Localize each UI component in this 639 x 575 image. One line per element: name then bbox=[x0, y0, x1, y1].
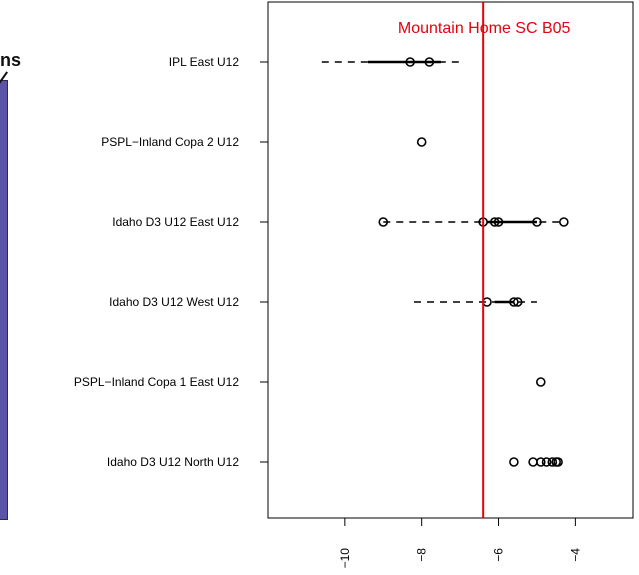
data-point bbox=[547, 457, 558, 467]
series-group bbox=[378, 217, 569, 227]
x-tick-label: −10 bbox=[338, 548, 352, 569]
x-tick-label: −4 bbox=[568, 548, 582, 562]
plot-frame bbox=[267, 1, 634, 519]
category-label: Idaho D3 U12 East U12 bbox=[112, 215, 239, 229]
series-group bbox=[321, 57, 464, 67]
left-fragment-text: ns bbox=[0, 50, 22, 70]
data-point bbox=[509, 457, 519, 467]
series-group bbox=[535, 377, 546, 387]
data-point bbox=[416, 137, 427, 147]
data-point bbox=[489, 217, 500, 227]
data-point bbox=[559, 217, 569, 227]
x-axis: −10 −8 −6 −4 bbox=[338, 518, 582, 569]
data-point bbox=[512, 297, 523, 307]
category-label: Idaho D3 U12 North U12 bbox=[107, 455, 239, 469]
plot-border bbox=[267, 1, 634, 519]
x-tick-label: −8 bbox=[415, 548, 429, 562]
series-group bbox=[414, 297, 537, 307]
category-label: PSPL−Inland Copa 2 U12 bbox=[101, 135, 239, 149]
data-point bbox=[405, 57, 415, 67]
series-group bbox=[509, 457, 563, 467]
data-point bbox=[541, 457, 552, 467]
category-label: PSPL−Inland Copa 1 East U12 bbox=[74, 375, 239, 389]
data-point bbox=[378, 217, 389, 227]
data-point bbox=[532, 217, 542, 227]
data-point bbox=[553, 457, 563, 467]
data-point bbox=[535, 377, 546, 387]
data-point bbox=[528, 457, 538, 467]
chart-title: Mountain Home SC B05 bbox=[398, 20, 571, 37]
reference-layer: Mountain Home SC B05 bbox=[398, 2, 571, 518]
data-point bbox=[493, 217, 504, 227]
left-panel-fragment bbox=[0, 80, 8, 520]
data-point bbox=[509, 297, 519, 307]
data-point bbox=[535, 457, 546, 467]
category-label: Idaho D3 U12 West U12 bbox=[109, 295, 239, 309]
series-group bbox=[416, 137, 427, 147]
data-point bbox=[424, 57, 435, 67]
series-layer bbox=[321, 57, 569, 467]
x-tick-label: −6 bbox=[492, 548, 506, 562]
category-label: IPL East U12 bbox=[169, 55, 240, 69]
category-labels: IPL East U12 PSPL−Inland Copa 2 U12 Idaho … bbox=[74, 55, 268, 469]
